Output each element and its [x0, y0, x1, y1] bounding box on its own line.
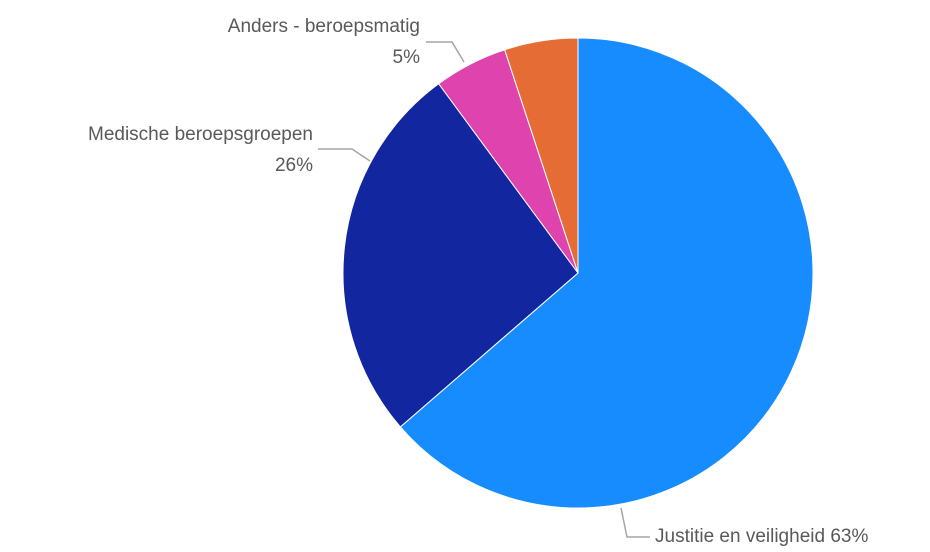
slice-label: Justitie en veiligheid 63% [655, 526, 868, 547]
leader-line [620, 507, 650, 538]
category-label: Anders - beroepsmatig [228, 16, 420, 37]
leader-line [318, 148, 371, 162]
value-label: 26% [275, 155, 313, 176]
value-label: 63% [830, 526, 868, 547]
value-label: 5% [393, 47, 421, 68]
category-label: Justitie en veiligheid [655, 526, 825, 547]
slices [342, 37, 814, 509]
category-label: Medische beroepsgroepen [88, 124, 313, 145]
leader-line [426, 41, 465, 63]
pie-slice [504, 37, 579, 274]
pie-slice [342, 83, 579, 428]
pie-slice [399, 37, 814, 509]
